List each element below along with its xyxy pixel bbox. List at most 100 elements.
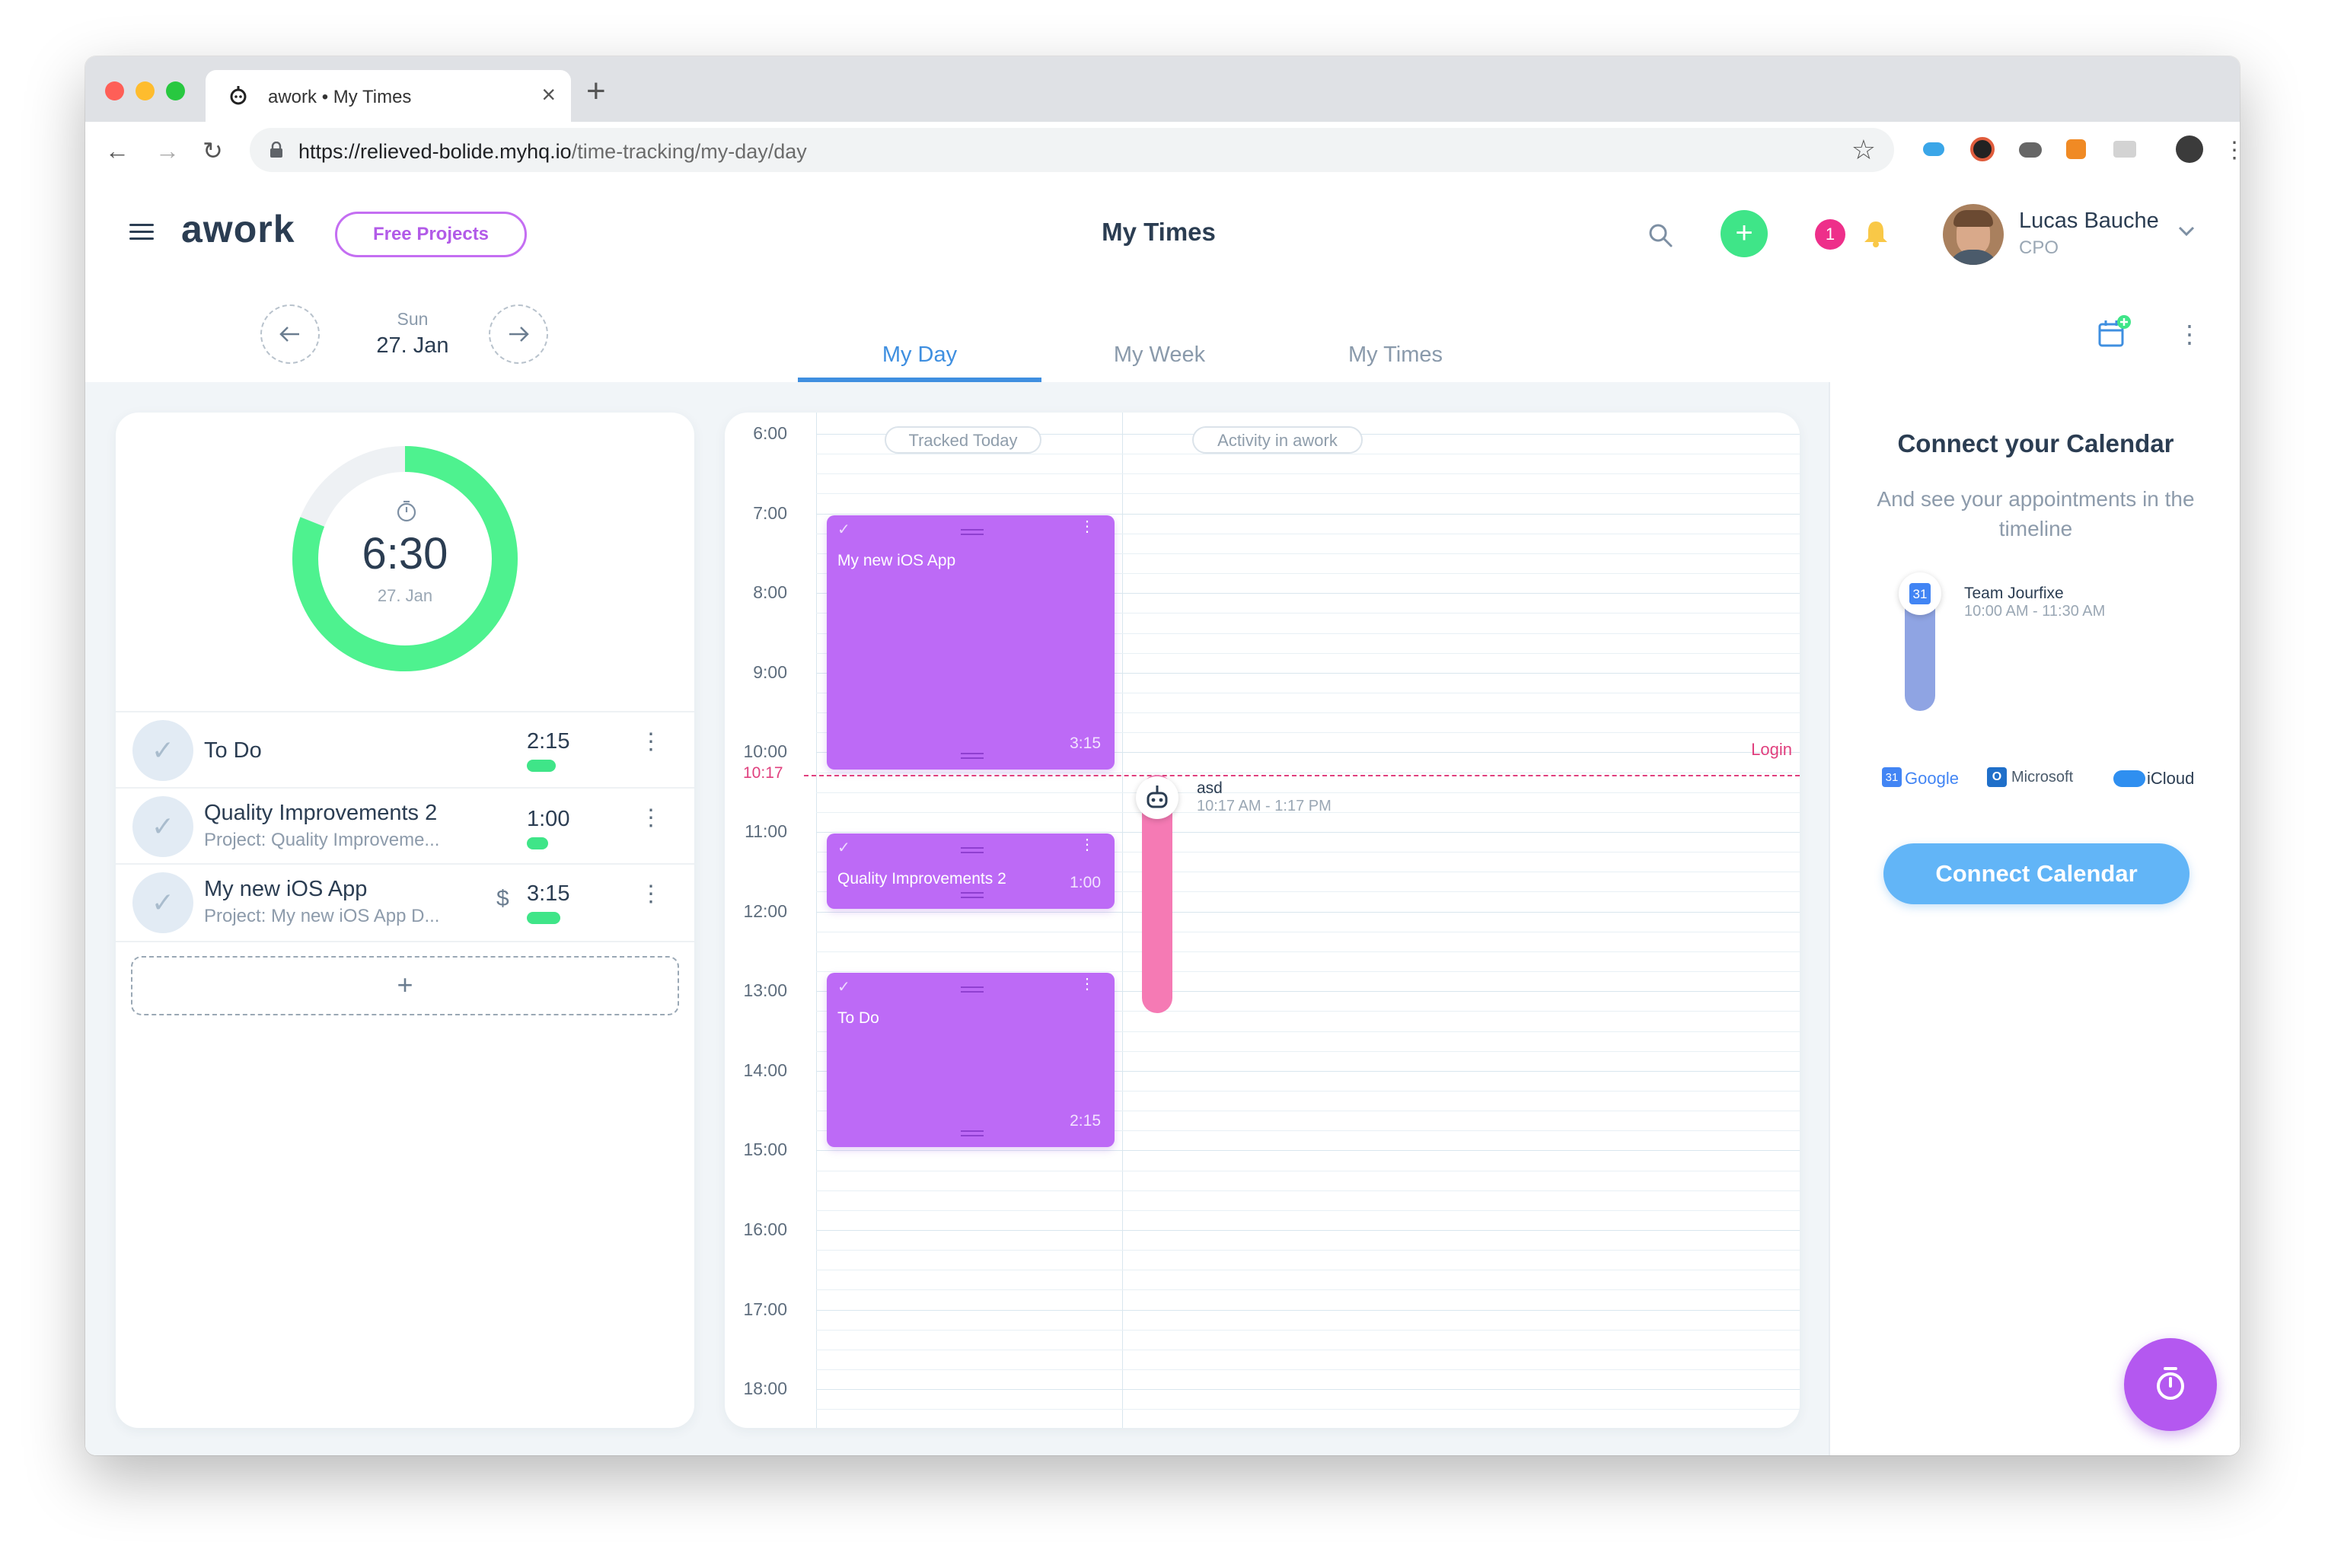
time-entry-row[interactable]: ✓ Quality Improvements 2 Project: Qualit…	[116, 787, 694, 865]
entry-title: Quality Improvements 2	[204, 801, 438, 825]
user-avatar[interactable]	[1943, 204, 2004, 265]
hamburger-menu-icon[interactable]	[129, 222, 154, 242]
cast-extension-icon[interactable]	[2113, 141, 2136, 158]
awork-logo[interactable]: awork	[181, 208, 295, 250]
google-icon: 31	[1882, 767, 1902, 787]
browser-tab[interactable]: awork • My Times ×	[206, 70, 571, 122]
column-divider	[1122, 413, 1123, 1428]
drag-handle-top[interactable]	[961, 528, 984, 535]
drag-handle-bottom[interactable]	[961, 752, 984, 759]
entry-menu-icon[interactable]: ⋮	[639, 729, 662, 754]
address-bar[interactable]: https://relieved-bolide.myhq.io/time-tra…	[250, 128, 1894, 172]
tracked-time-block[interactable]: ✓ ⋮ To Do 2:15	[827, 973, 1115, 1148]
start-timer-button[interactable]	[2124, 1338, 2217, 1431]
weekday-label: Sun	[397, 309, 429, 329]
awork-app: awork Free Projects My Times + 1 Lucas B…	[85, 180, 2240, 1455]
back-icon[interactable]: ←	[105, 137, 129, 164]
quarter-gridline	[816, 712, 1800, 714]
checkmark-icon[interactable]: ✓	[132, 872, 193, 933]
user-name[interactable]: Lucas Bauche	[2019, 209, 2159, 233]
total-time: 6:30	[362, 529, 448, 578]
drag-handle-bottom[interactable]	[961, 891, 984, 898]
hour-gridline	[816, 1309, 1800, 1311]
hour-gridline	[816, 911, 1800, 913]
block-menu-icon[interactable]: ⋮	[1080, 976, 1095, 993]
time-entry-row[interactable]: ✓ To Do 2:15 ⋮	[116, 711, 694, 789]
cloud-extension-icon[interactable]	[1923, 142, 1944, 156]
checkmark-icon: ✓	[837, 979, 850, 996]
entry-progress-pill	[527, 912, 560, 924]
hour-label: 6:00	[753, 423, 787, 443]
free-projects-button[interactable]: Free Projects	[335, 212, 527, 257]
billable-dollar-icon: $	[496, 886, 509, 911]
hour-gridline	[816, 1230, 1800, 1231]
forward-icon[interactable]: →	[155, 137, 180, 164]
robot-icon	[1147, 785, 1168, 808]
cloud-dark-extension-icon[interactable]	[2019, 142, 2042, 158]
hour-gridline	[816, 832, 1800, 833]
entry-menu-icon[interactable]: ⋮	[639, 881, 662, 907]
timeline-axis-line	[816, 413, 817, 1428]
maximize-window-button[interactable]	[166, 81, 185, 100]
browser-menu-icon[interactable]: ⋮	[2223, 138, 2240, 163]
block-duration: 2:15	[1070, 1112, 1101, 1130]
add-calendar-icon[interactable]	[2095, 314, 2133, 352]
hour-label: 9:00	[753, 661, 787, 682]
quick-add-button[interactable]: +	[1721, 210, 1768, 257]
drag-handle-top[interactable]	[961, 986, 984, 993]
hour-label: 10:00	[743, 741, 787, 762]
previous-day-button[interactable]	[260, 304, 320, 364]
block-title: To Do	[837, 1009, 879, 1028]
search-icon[interactable]	[1647, 222, 1673, 248]
next-day-button[interactable]	[489, 304, 548, 364]
profile-avatar[interactable]	[2176, 135, 2203, 163]
chevron-down-icon[interactable]	[2177, 225, 2196, 237]
notification-count-badge[interactable]: 1	[1815, 219, 1845, 250]
drag-handle-bottom[interactable]	[961, 1130, 984, 1137]
hour-label: 16:00	[743, 1219, 787, 1239]
timeline-card: 6:00 7:00 8:00 9:00 10:00 11:00 12:00 13:00 14:0…	[725, 413, 1800, 1428]
more-options-icon[interactable]: ⋮	[2177, 320, 2202, 348]
close-window-button[interactable]	[105, 81, 124, 100]
hour-label: 18:00	[743, 1378, 787, 1399]
user-role: CPO	[2019, 237, 2059, 258]
tab-my-times[interactable]: My Times	[1347, 343, 1443, 367]
hour-gridline	[816, 1070, 1800, 1072]
minimize-window-button[interactable]	[136, 81, 155, 100]
fox-extension-icon[interactable]	[2066, 139, 2086, 159]
sample-event-time: 10:00 AM - 11:30 AM	[1964, 603, 2106, 620]
tracked-time-block[interactable]: ✓ ⋮ My new iOS App 3:15	[827, 515, 1115, 770]
entry-menu-icon[interactable]: ⋮	[639, 805, 662, 830]
new-tab-button[interactable]: +	[586, 72, 606, 110]
close-tab-icon[interactable]: ×	[541, 81, 556, 108]
checkmark-icon[interactable]: ✓	[132, 720, 193, 781]
block-menu-icon[interactable]: ⋮	[1080, 837, 1095, 853]
bell-icon[interactable]	[1862, 219, 1890, 248]
hour-gridline	[816, 752, 1800, 754]
time-entry-row[interactable]: ✓ My new iOS App Project: My new iOS App…	[116, 863, 694, 942]
arrow-right-icon	[509, 327, 529, 342]
reload-icon[interactable]: ↻	[203, 137, 223, 164]
block-menu-icon[interactable]: ⋮	[1080, 518, 1095, 535]
quarter-gridline	[816, 573, 1800, 575]
tab-my-day[interactable]: My Day	[882, 343, 958, 367]
tab-my-week[interactable]: My Week	[1113, 343, 1206, 367]
add-entry-button[interactable]: +	[131, 956, 679, 1015]
browser-toolbar: ← → ↻ https://relieved-bolide.myhq.io/ti…	[85, 122, 2240, 180]
hour-gridline	[816, 991, 1800, 993]
checkmark-icon[interactable]: ✓	[132, 796, 193, 857]
hour-label: 15:00	[743, 1139, 787, 1160]
quarter-gridline	[816, 1011, 1800, 1012]
drag-handle-top[interactable]	[961, 847, 984, 853]
tracked-time-block[interactable]: ✓ ⋮ Quality Improvements 2 1:00	[827, 833, 1115, 909]
hour-gridline	[816, 593, 1800, 594]
current-date[interactable]: 27. Jan	[376, 333, 449, 358]
camera-extension-icon[interactable]	[1970, 137, 1995, 161]
hour-label: 14:00	[743, 1060, 787, 1080]
activity-title: asd	[1197, 779, 1223, 797]
quarter-gridline	[816, 732, 1800, 734]
quarter-gridline	[816, 1130, 1800, 1132]
bookmark-star-icon[interactable]: ☆	[1851, 134, 1876, 165]
connect-calendar-button[interactable]: Connect Calendar	[1883, 843, 2189, 904]
block-duration: 3:15	[1070, 734, 1101, 752]
